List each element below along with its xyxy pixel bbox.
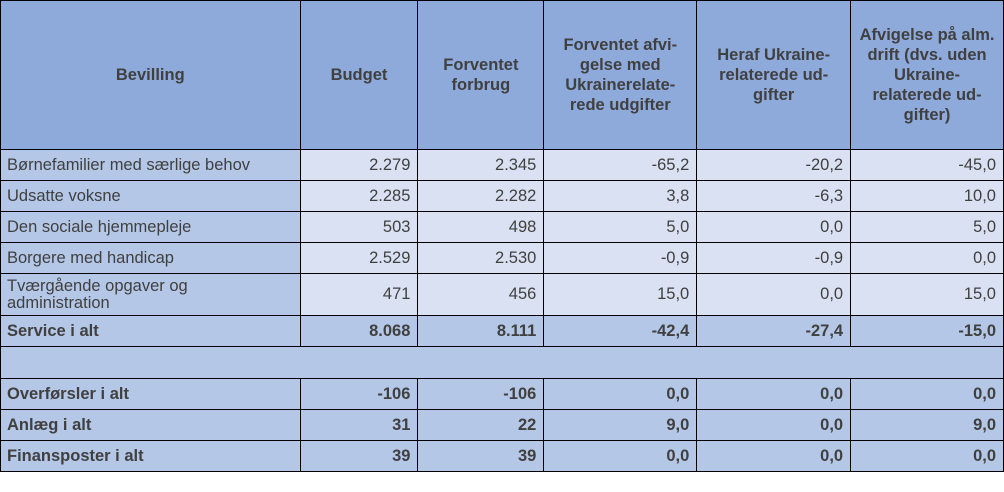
value-cell: 0,0 xyxy=(850,242,1004,274)
header-bevilling: Bevilling xyxy=(0,0,301,150)
header-forventet-forbrug: Forventet forbrug xyxy=(417,0,545,150)
value-cell: 0,0 xyxy=(696,273,852,316)
value-cell: -15,0 xyxy=(850,315,1004,347)
table-row: Finansposter i alt 39 39 0,0 0,0 0,0 xyxy=(0,440,1004,472)
table-row: Tværgående opgaver og administration 471 4… xyxy=(0,273,1004,316)
header-budget: Budget xyxy=(299,0,419,150)
value-cell: -27,4 xyxy=(696,315,852,347)
table-row: Udsatte voksne 2.285 2.282 3,8 -6,3 10,0 xyxy=(0,180,1004,212)
value-cell: 15,0 xyxy=(543,273,698,316)
value-cell: 15,0 xyxy=(850,273,1004,316)
value-cell: 0,0 xyxy=(696,409,852,441)
value-cell: 5,0 xyxy=(543,211,698,243)
table-row: Børnefamilier med særlige behov 2.279 2.34… xyxy=(0,149,1004,181)
value-cell: 503 xyxy=(299,211,419,243)
table-row: Overførsler i alt -106 -106 0,0 0,0 0,0 xyxy=(0,378,1004,410)
value-cell: 2.530 xyxy=(417,242,545,274)
header-forventet-afvigelse: Forventet afvi-gelse med Ukrainerelate-r… xyxy=(543,0,698,150)
value-cell: -20,2 xyxy=(696,149,852,181)
value-cell: 3,8 xyxy=(543,180,698,212)
row-label: Tværgående opgaver og administration xyxy=(0,273,301,316)
value-cell: -6,3 xyxy=(696,180,852,212)
value-cell: 9,0 xyxy=(850,409,1004,441)
value-cell: 0,0 xyxy=(696,378,852,410)
value-cell: 0,0 xyxy=(696,440,852,472)
value-cell: 0,0 xyxy=(696,211,852,243)
table-row: Service i alt 8.068 8.111 -42,4 -27,4 -15,0 xyxy=(0,315,1004,347)
value-cell: 0,0 xyxy=(543,440,698,472)
value-cell: 8.111 xyxy=(417,315,545,347)
table-row: Den sociale hjemmepleje 503 498 5,0 0,0 5,0 xyxy=(0,211,1004,243)
value-cell: 456 xyxy=(417,273,545,316)
value-cell: 22 xyxy=(417,409,545,441)
header-row: Bevilling Budget Forventet forbrug Forve… xyxy=(0,0,1004,150)
row-label: Overførsler i alt xyxy=(0,378,301,410)
value-cell: -0,9 xyxy=(696,242,852,274)
row-label: Finansposter i alt xyxy=(0,440,301,472)
header-afvigelse-alm-drift: Afvigelse på alm. drift (dvs. uden Ukrai… xyxy=(850,0,1004,150)
value-cell: -45,0 xyxy=(850,149,1004,181)
table-row: Borgere med handicap 2.529 2.530 -0,9 -0,9 0,… xyxy=(0,242,1004,274)
value-cell: 2.279 xyxy=(299,149,419,181)
value-cell: 8.068 xyxy=(299,315,419,347)
value-cell: 0,0 xyxy=(543,378,698,410)
value-cell: -0,9 xyxy=(543,242,698,274)
value-cell: -106 xyxy=(417,378,545,410)
row-label: Børnefamilier med særlige behov xyxy=(0,149,301,181)
value-cell: 2.345 xyxy=(417,149,545,181)
value-cell: 10,0 xyxy=(850,180,1004,212)
value-cell: 498 xyxy=(417,211,545,243)
value-cell: 0,0 xyxy=(850,440,1004,472)
budget-table: Bevilling Budget Forventet forbrug Forve… xyxy=(0,0,1004,472)
value-cell: 0,0 xyxy=(850,378,1004,410)
spacer-row xyxy=(0,346,1004,379)
value-cell: 39 xyxy=(417,440,545,472)
spacer-cell xyxy=(0,346,1004,379)
value-cell: 5,0 xyxy=(850,211,1004,243)
row-label: Den sociale hjemmepleje xyxy=(0,211,301,243)
value-cell: 39 xyxy=(299,440,419,472)
value-cell: 31 xyxy=(299,409,419,441)
row-label: Udsatte voksne xyxy=(0,180,301,212)
table-row: Anlæg i alt 31 22 9,0 0,0 9,0 xyxy=(0,409,1004,441)
row-label: Anlæg i alt xyxy=(0,409,301,441)
value-cell: -106 xyxy=(299,378,419,410)
value-cell: 2.282 xyxy=(417,180,545,212)
value-cell: -42,4 xyxy=(543,315,698,347)
row-label: Borgere med handicap xyxy=(0,242,301,274)
value-cell: 2.529 xyxy=(299,242,419,274)
value-cell: -65,2 xyxy=(543,149,698,181)
value-cell: 9,0 xyxy=(543,409,698,441)
value-cell: 471 xyxy=(299,273,419,316)
value-cell: 2.285 xyxy=(299,180,419,212)
row-label: Service i alt xyxy=(0,315,301,347)
header-ukraine-udgifter: Heraf Ukraine-relaterede ud-gifter xyxy=(696,0,852,150)
